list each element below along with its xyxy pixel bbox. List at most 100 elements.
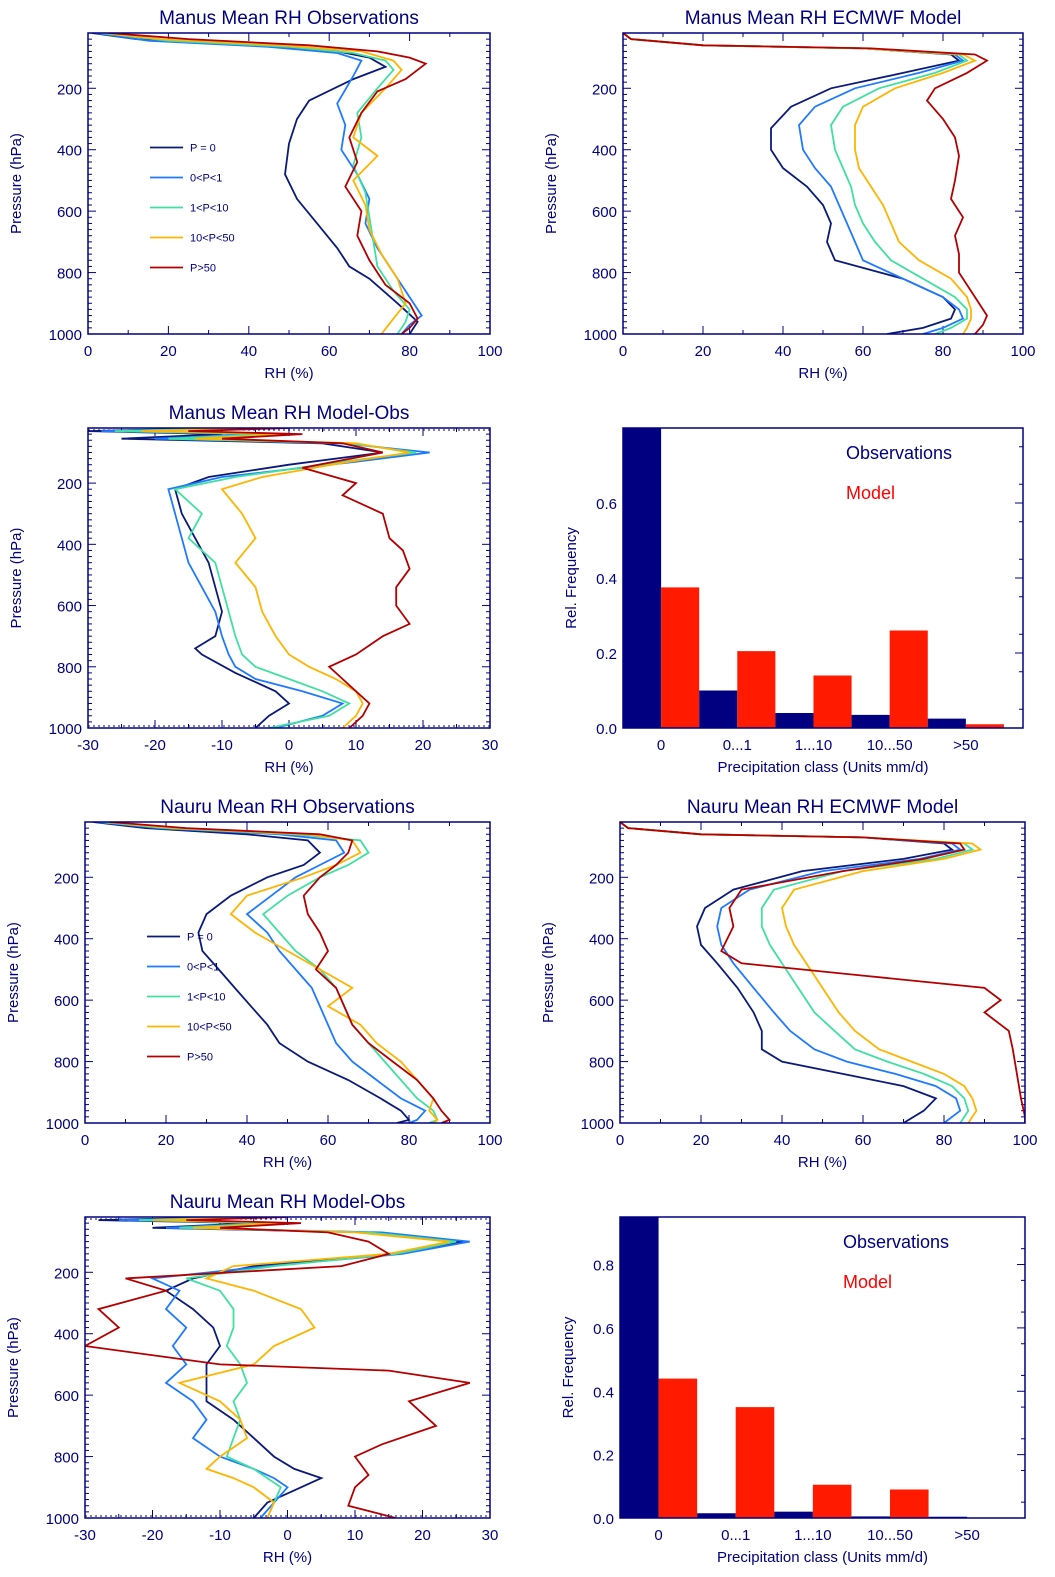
y-tick-label: 600 bbox=[57, 204, 82, 221]
x-tick-label: 0...1 bbox=[721, 1527, 750, 1544]
series-line-p-50 bbox=[188, 428, 411, 728]
series-line-10-p-50 bbox=[620, 822, 983, 1123]
y-tick-label: 0.4 bbox=[596, 571, 617, 588]
chart-title: Nauru Mean RH Observations bbox=[160, 797, 415, 818]
x-tick-label: 40 bbox=[240, 343, 257, 360]
plot-frame bbox=[84, 1216, 491, 1519]
series-line-p-0 bbox=[623, 33, 962, 334]
legend-label: 0<P<1 bbox=[187, 962, 219, 974]
y-tick-label: 0.4 bbox=[593, 1384, 614, 1401]
bar-observations bbox=[851, 714, 890, 728]
bar-observations bbox=[774, 1511, 813, 1518]
x-tick-label: 0 bbox=[84, 343, 92, 360]
y-tick-label: 800 bbox=[57, 660, 82, 677]
bar-observations bbox=[699, 690, 738, 728]
x-tick-label: -20 bbox=[144, 737, 166, 754]
y-tick-label: 1000 bbox=[49, 721, 82, 738]
x-axis-label: RH (%) bbox=[798, 1154, 847, 1171]
x-tick-label: 10 bbox=[347, 1527, 364, 1544]
series-line-10-p-50 bbox=[105, 822, 439, 1123]
series-line-10-p-50 bbox=[104, 33, 407, 334]
y-tick-label: 200 bbox=[54, 1265, 79, 1282]
y-axis-label: Rel. Frequency bbox=[560, 1316, 577, 1418]
x-tick-label: 1...10 bbox=[794, 1527, 832, 1544]
series-line-p-50 bbox=[108, 33, 428, 334]
y-axis-label: Pressure (hPa) bbox=[8, 528, 25, 629]
bar-observations bbox=[927, 718, 966, 728]
y-tick-label: 400 bbox=[589, 932, 614, 949]
x-tick-label: -20 bbox=[142, 1527, 164, 1544]
series-line-p-0 bbox=[91, 33, 419, 334]
plot-frame bbox=[622, 427, 1024, 729]
x-tick-label: >50 bbox=[954, 1527, 979, 1544]
x-tick-label: 80 bbox=[935, 343, 952, 360]
legend-label: 10<P<50 bbox=[187, 1022, 232, 1034]
y-tick-label: 800 bbox=[57, 266, 82, 283]
bar-model bbox=[658, 1378, 698, 1518]
legend-label: Model bbox=[846, 483, 895, 503]
chart-title: Manus Mean RH ECMWF Model bbox=[685, 8, 962, 29]
x-tick-label: 0 bbox=[285, 737, 293, 754]
x-tick-label: 0 bbox=[81, 1132, 89, 1149]
x-tick-label: 60 bbox=[320, 1132, 337, 1149]
bar-model bbox=[890, 1489, 929, 1518]
y-tick-label: 200 bbox=[57, 476, 82, 493]
y-tick-label: 1000 bbox=[46, 1116, 79, 1133]
series-line-p-0 bbox=[88, 428, 383, 728]
series-line-p-0 bbox=[620, 822, 955, 1123]
y-tick-label: 0.2 bbox=[596, 646, 617, 663]
bar-observations bbox=[623, 428, 662, 728]
y-tick-label: 600 bbox=[54, 993, 79, 1010]
plot-frame bbox=[87, 427, 491, 729]
x-tick-label: -30 bbox=[74, 1527, 96, 1544]
x-tick-label: 0 bbox=[619, 343, 627, 360]
chart-nauru-freq: Precipitation class (Units mm/d) Rel. Fre… bbox=[560, 1216, 1026, 1566]
x-tick-label: 40 bbox=[239, 1132, 256, 1149]
bar-model bbox=[661, 587, 700, 728]
x-tick-label: 10...50 bbox=[867, 1527, 913, 1544]
series-line-1-p-10 bbox=[101, 822, 439, 1123]
y-tick-label: 200 bbox=[592, 81, 617, 98]
x-axis-label: RH (%) bbox=[264, 365, 313, 382]
y-tick-label: 400 bbox=[57, 143, 82, 160]
legend-label: 1<P<10 bbox=[187, 992, 226, 1004]
plot-frame bbox=[84, 821, 491, 1124]
legend-label: P = 0 bbox=[190, 143, 216, 155]
x-tick-label: 60 bbox=[321, 343, 338, 360]
bar-model bbox=[812, 1484, 852, 1518]
x-tick-label: 0 bbox=[657, 737, 665, 754]
legend-label: Observations bbox=[843, 1232, 949, 1252]
x-axis-label: RH (%) bbox=[264, 759, 313, 776]
series-line-1-p-10 bbox=[99, 33, 411, 334]
x-tick-label: -10 bbox=[209, 1527, 231, 1544]
y-tick-label: 400 bbox=[54, 1327, 79, 1344]
y-tick-label: 1000 bbox=[49, 327, 82, 344]
x-tick-label: 100 bbox=[477, 343, 502, 360]
y-axis-label: Rel. Frequency bbox=[563, 527, 580, 629]
x-tick-label: 100 bbox=[477, 1132, 502, 1149]
y-tick-label: 800 bbox=[589, 1055, 614, 1072]
chart-title: Manus Mean RH Model-Obs bbox=[169, 403, 410, 424]
chart-title: Nauru Mean RH ECMWF Model bbox=[687, 797, 958, 818]
y-axis-label: Pressure (hPa) bbox=[543, 133, 560, 234]
y-tick-label: 800 bbox=[54, 1055, 79, 1072]
y-tick-label: 1000 bbox=[581, 1116, 614, 1133]
x-tick-label: 10 bbox=[348, 737, 365, 754]
series-line-p-50 bbox=[109, 822, 452, 1123]
y-tick-label: 200 bbox=[57, 81, 82, 98]
legend-label: 10<P<50 bbox=[190, 233, 235, 245]
series-line-p-50 bbox=[85, 1217, 471, 1518]
y-tick-label: 400 bbox=[54, 932, 79, 949]
y-tick-label: 800 bbox=[54, 1450, 79, 1467]
legend-label: 0<P<1 bbox=[190, 173, 222, 185]
series-line-1-p-10 bbox=[114, 428, 417, 728]
x-axis-label: RH (%) bbox=[263, 1549, 312, 1566]
y-tick-label: 1000 bbox=[46, 1511, 79, 1528]
x-axis-label: Precipitation class (Units mm/d) bbox=[718, 759, 929, 776]
series-line-1-p-10 bbox=[623, 33, 969, 334]
chart-manus-obs: Manus Mean RH Observations RH (%) Pressure… bbox=[8, 8, 503, 382]
x-tick-label: -10 bbox=[211, 737, 233, 754]
y-axis-label: Pressure (hPa) bbox=[8, 133, 25, 234]
y-tick-label: 0.0 bbox=[596, 721, 617, 738]
